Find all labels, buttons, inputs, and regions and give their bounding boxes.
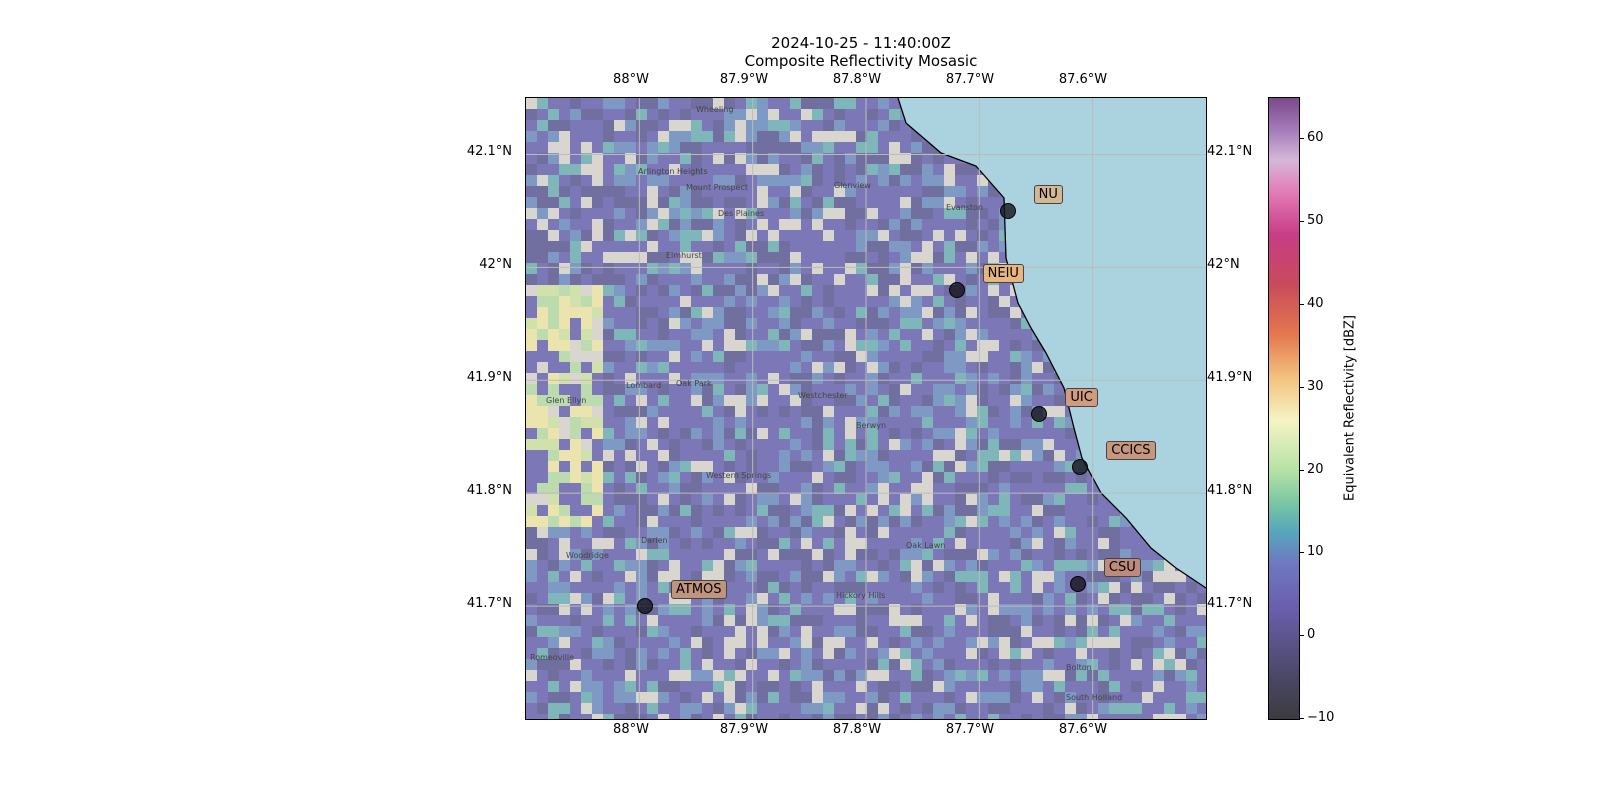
colorbar-tick-label: −10 [1307, 710, 1335, 725]
colorbar-tick-label: 40 [1307, 296, 1324, 311]
lat-tick-right: 41.7°N [1207, 596, 1253, 611]
place-label: Mount Prospect [686, 183, 748, 192]
place-label: Glen Ellyn [546, 396, 586, 405]
place-label: Hickory Hills [836, 591, 885, 600]
site-marker[interactable] [637, 598, 653, 615]
site-label: UIC [1065, 388, 1098, 408]
chart-title: Composite Reflectivity Mosasic [744, 52, 978, 70]
place-label: Darien [641, 536, 668, 545]
colorbar-tick [1299, 635, 1304, 637]
lon-tick-top: 88°W [613, 72, 649, 87]
place-label: Western Springs [706, 471, 771, 480]
site-marker[interactable] [1072, 459, 1089, 476]
lat-tick-left: 41.9°N [466, 370, 512, 385]
lon-tick-bottom: 88°W [613, 722, 649, 737]
colorbar [1268, 97, 1300, 720]
lon-tick-bottom: 87.7°W [945, 722, 995, 737]
lon-tick-top: 87.8°W [832, 72, 882, 87]
place-label: Evanston [946, 203, 983, 212]
place-label: Wheeling [696, 105, 733, 114]
place-label: Glenview [834, 181, 871, 190]
lat-tick-left: 41.7°N [466, 596, 512, 611]
colorbar-tick-label: 0 [1307, 627, 1316, 643]
colorbar-tick-label: 60 [1307, 130, 1324, 146]
place-label: Berwyn [856, 421, 886, 430]
site-label: CCICS [1106, 441, 1156, 461]
colorbar-tick-label: 30 [1307, 378, 1324, 394]
lat-tick-left: 41.8°N [466, 483, 512, 498]
place-label: Oak Park [676, 379, 712, 388]
lon-tick-bottom: 87.6°W [1058, 722, 1108, 737]
lon-tick-top: 87.6°W [1058, 72, 1108, 87]
colorbar-tick [1299, 304, 1304, 305]
site-marker[interactable] [948, 281, 965, 298]
lon-tick-bottom: 87.9°W [719, 722, 769, 737]
site-label: NEIU [982, 263, 1024, 283]
lake-michigan [898, 98, 1206, 588]
lon-tick-top: 87.7°W [945, 72, 995, 87]
site-marker[interactable] [1031, 406, 1048, 423]
radar-map[interactable]: Wheeling Arlington Heights Mount Prospect G… [525, 97, 1207, 720]
colorbar-tick [1299, 221, 1304, 223]
lon-tick-bottom: 87.8°W [832, 722, 882, 737]
place-label: Bolton [1066, 663, 1092, 672]
place-label: Woodridge [566, 551, 609, 560]
colorbar-tick-label: 20 [1307, 461, 1324, 477]
colorbar-tick [1299, 718, 1304, 719]
basemap-place-labels: Wheeling Arlington Heights Mount Prospect G… [530, 105, 1122, 702]
colorbar-tick [1299, 138, 1304, 140]
chart-title-time: 2024-10-25 - 11:40:00Z [771, 34, 951, 52]
place-label: South Holland [1066, 693, 1122, 702]
site-label: ATMOS [671, 580, 727, 600]
map-canvas: Wheeling Arlington Heights Mount Prospect G… [526, 98, 1206, 719]
site-marker[interactable] [999, 202, 1016, 219]
place-label: Des Plaines [718, 209, 764, 218]
colorbar-tick-label: 10 [1307, 544, 1324, 560]
site-marker[interactable] [1069, 575, 1086, 592]
place-label: Lombard [626, 381, 661, 390]
place-label: Oak Lawn [906, 541, 945, 550]
lon-tick-top: 87.9°W [719, 72, 769, 87]
colorbar-tick [1299, 386, 1304, 388]
lat-tick-right: 41.9°N [1207, 370, 1253, 385]
place-label: Westchester [798, 391, 848, 400]
site-label: CSU [1103, 557, 1141, 577]
place-label: Romeoville [530, 653, 574, 662]
coastline [897, 98, 1206, 589]
lat-tick-right: 42°N [1207, 257, 1240, 272]
lat-tick-right: 41.8°N [1207, 483, 1253, 498]
place-label: Arlington Heights [638, 167, 708, 176]
graticule [526, 98, 1206, 719]
colorbar-label: Equivalent Reflectivity [dBZ] [1342, 315, 1358, 501]
site-label: NU [1033, 184, 1063, 204]
place-label: Elmhurst [666, 251, 702, 260]
lat-tick-right: 42.1°N [1207, 144, 1253, 159]
lat-tick-left: 42.1°N [466, 144, 512, 159]
colorbar-tick [1299, 552, 1304, 554]
colorbar-tick [1299, 469, 1304, 471]
lat-tick-left: 42°N [479, 257, 512, 272]
colorbar-tick-label: 50 [1307, 213, 1324, 229]
